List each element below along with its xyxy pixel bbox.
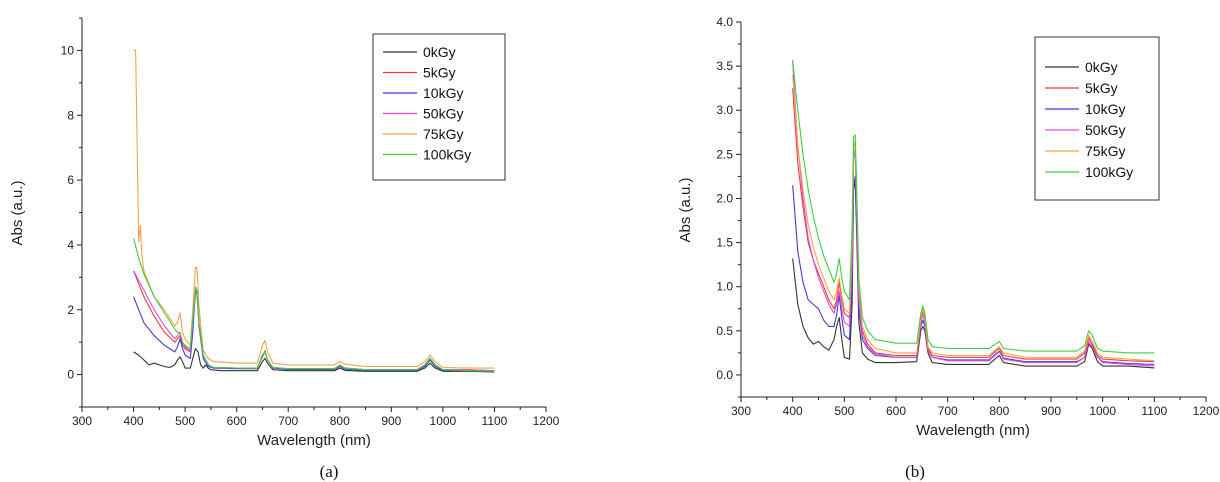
panel-caption: (a): [320, 462, 339, 481]
chart-panel-b: 300 400 500 600 700 800 900 1000 1100 1200 0.0 0.5 1…: [677, 15, 1220, 481]
x-tick-label: 300: [72, 414, 92, 428]
x-tick-label: 300: [731, 404, 751, 418]
y-tick-label: 10: [61, 43, 75, 57]
x-tick-label: 900: [381, 414, 401, 428]
x-tick-label: 800: [989, 404, 1009, 418]
panel-caption: (b): [905, 462, 925, 481]
y-tick-label: 6: [67, 173, 74, 187]
y-tick-label: 2: [67, 303, 74, 317]
x-axis-label: Wavelength (nm): [257, 432, 371, 449]
y-tick-label: 4: [67, 238, 74, 252]
y-tick-label: 8: [67, 108, 74, 122]
chart-panel-a: 300 400 500 600 700 800 900 1000 1100 1200 0 2 4 6 8 10…: [9, 17, 560, 481]
x-tick-label: 1100: [482, 414, 508, 428]
series-line-0kGy: [133, 348, 495, 373]
y-tick-label: 0.5: [716, 324, 733, 338]
y-tick-label: 0.0: [716, 368, 733, 382]
legend-label: 100kGy: [423, 147, 471, 163]
legend-label: 50kGy: [423, 106, 463, 122]
legend-box: [1034, 36, 1160, 201]
series-line-50kGy: [792, 61, 1155, 367]
y-axis-label: Abs (a.u.): [677, 177, 694, 242]
x-tick-label: 1000: [430, 414, 457, 428]
x-tick-label: 1100: [1141, 404, 1167, 418]
x-tick-label: 400: [124, 414, 144, 428]
series-line-100kGy: [133, 238, 495, 372]
x-tick-label: 600: [227, 414, 247, 428]
legend-label: 50kGy: [1085, 122, 1125, 138]
y-axis-label: Abs (a.u.): [9, 180, 26, 245]
x-tick-label: 1000: [1089, 404, 1116, 418]
legend-label: 5kGy: [423, 65, 456, 81]
x-axis-label: Wavelength (nm): [916, 422, 1030, 439]
x-tick-label: 1200: [1193, 404, 1220, 418]
x-tick-label: 500: [834, 404, 854, 418]
series-line-10kGy: [792, 175, 1155, 365]
x-tick-label: 600: [886, 404, 906, 418]
legend-label: 100kGy: [1085, 164, 1133, 180]
legend-label: 5kGy: [1085, 80, 1118, 96]
x-tick-label: 700: [938, 404, 958, 418]
legend-label: 75kGy: [423, 126, 463, 142]
series-line-5kGy: [133, 270, 495, 372]
y-tick-label: 1.5: [716, 236, 733, 250]
series-line-0kGy: [792, 180, 1155, 369]
y-tick-label: 2.0: [716, 191, 733, 205]
x-tick-label: 700: [278, 414, 298, 428]
y-tick-label: 1.0: [716, 280, 733, 294]
y-tick-label: 0: [67, 368, 74, 382]
legend-label: 75kGy: [1085, 143, 1125, 159]
x-tick-label: 900: [1041, 404, 1061, 418]
legend-label: 0kGy: [423, 44, 456, 60]
y-tick-label: 3.0: [716, 103, 733, 117]
series-line-75kGy: [792, 74, 1155, 362]
y-tick-label: 2.5: [716, 147, 733, 161]
x-tick-label: 800: [330, 414, 350, 428]
x-tick-label: 400: [783, 404, 803, 418]
legend-label: 10kGy: [423, 85, 463, 101]
y-tick-label: 3.5: [716, 59, 733, 73]
x-tick-label: 1200: [533, 414, 560, 428]
legend-label: 10kGy: [1085, 101, 1125, 117]
y-tick-label: 4.0: [716, 15, 733, 29]
x-tick-label: 500: [175, 414, 195, 428]
series-line-10kGy: [133, 289, 495, 372]
series-line-100kGy: [792, 59, 1155, 354]
legend-label: 0kGy: [1085, 59, 1118, 75]
legend-box: [372, 33, 506, 181]
series-line-50kGy: [133, 270, 495, 372]
series-line-5kGy: [792, 88, 1155, 363]
